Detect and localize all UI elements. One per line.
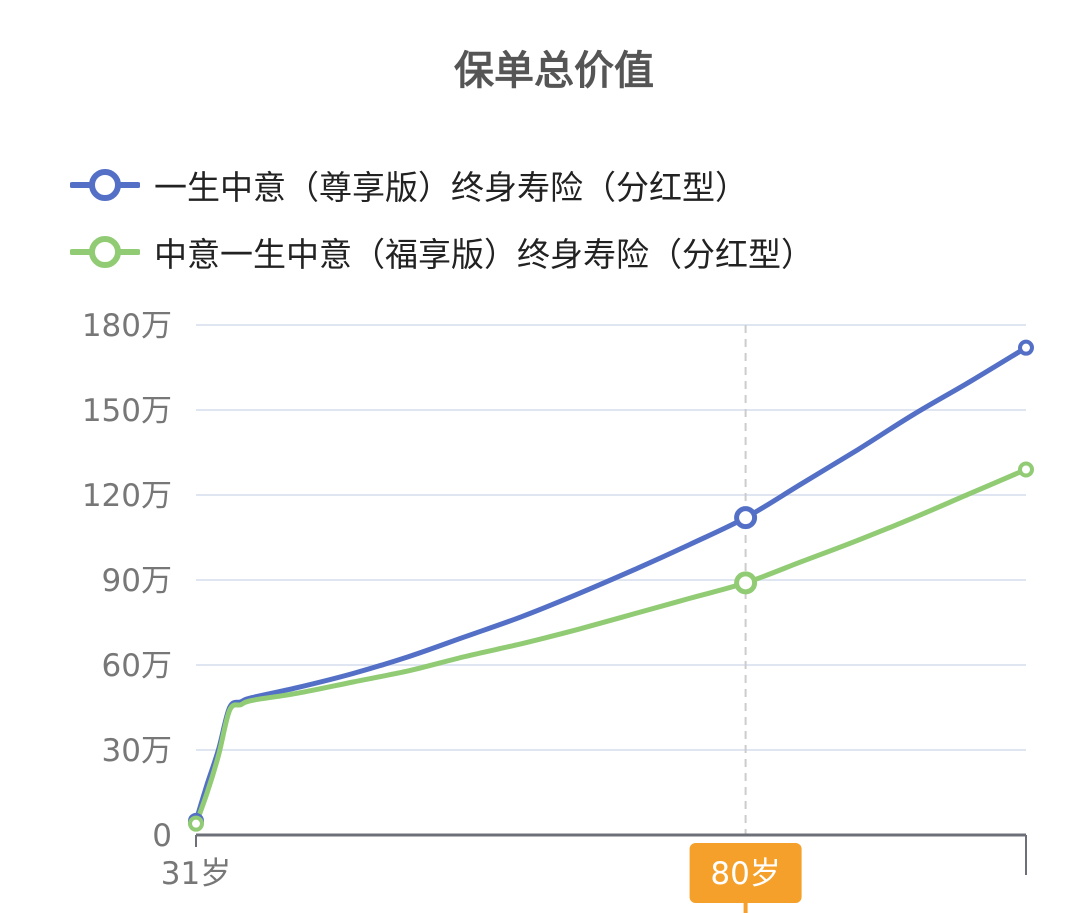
y-tick-label: 120万 [82, 478, 172, 514]
legend-item-series-2[interactable]: 中意一生中意（福享版）终身寿险（分红型） [70, 227, 814, 277]
y-tick-label: 60万 [102, 648, 172, 684]
legend-label-series-2: 中意一生中意（福享版）终身寿险（分红型） [154, 235, 814, 274]
chart-legend: 一生中意（尊享版）终身寿险（分红型） 中意一生中意（福享版）终身寿险（分红型） [70, 160, 814, 294]
y-tick-label: 150万 [82, 393, 172, 429]
series-1-highlight-point [734, 506, 758, 530]
y-tick-label: 30万 [102, 733, 172, 769]
series-2-line [193, 467, 1029, 827]
highlight-x-label: 80岁 [710, 856, 780, 892]
highlight-x-badge [689, 843, 802, 903]
x-tick-label: 31岁 [161, 856, 231, 892]
legend-series-2-icon [70, 236, 140, 268]
chart-title: 保单总价值 [454, 48, 654, 94]
y-tick-label: 0 [152, 818, 172, 854]
series-1-end-point [1018, 339, 1034, 356]
series-2-highlight-point [734, 571, 758, 595]
legend-series-1-icon [70, 169, 140, 201]
series-2-start-point [188, 815, 204, 832]
legend-label-series-1: 一生中意（尊享版）终身寿险（分红型） [154, 168, 748, 207]
legend-item-series-1[interactable]: 一生中意（尊享版）终身寿险（分红型） [70, 160, 814, 210]
y-tick-label: 180万 [82, 308, 172, 344]
series-layer [193, 345, 1029, 827]
series-2-end-point [1018, 461, 1034, 478]
y-tick-label: 90万 [102, 563, 172, 599]
axis-layer: 0 30万 60万 90万 120万 150万 180万 31岁 [82, 308, 1027, 892]
grid-layer [196, 324, 1026, 835]
marker-layer: 80岁 [188, 339, 1034, 913]
